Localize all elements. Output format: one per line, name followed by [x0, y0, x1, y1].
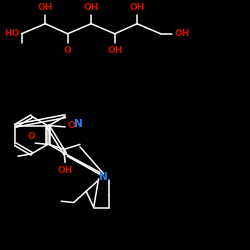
Text: O: O — [64, 46, 72, 55]
Text: OH: OH — [38, 3, 53, 12]
Text: OH: OH — [107, 46, 122, 55]
Text: HO: HO — [4, 29, 19, 38]
Text: O: O — [68, 121, 75, 130]
Text: OH: OH — [84, 3, 99, 12]
Text: OH: OH — [130, 3, 145, 12]
Text: O: O — [28, 132, 36, 141]
Text: OH: OH — [58, 166, 73, 175]
Text: N: N — [99, 172, 108, 182]
Text: N: N — [74, 119, 83, 129]
Text: OH: OH — [174, 29, 190, 38]
